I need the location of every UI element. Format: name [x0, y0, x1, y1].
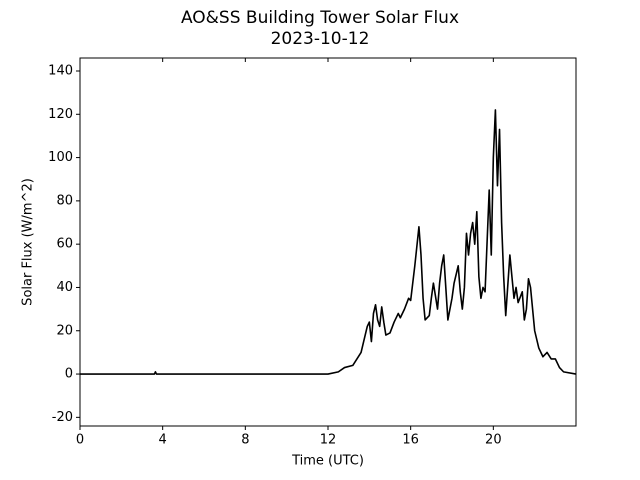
x-axis-label: Time (UTC) [291, 454, 364, 469]
y-tick-label: 40 [56, 280, 73, 295]
y-tick-label: 20 [56, 323, 73, 338]
y-tick-label: 0 [65, 367, 73, 382]
chart-title: AO&SS Building Tower Solar Flux [181, 8, 459, 28]
y-tick-label: 120 [48, 107, 73, 122]
x-tick-label: 0 [76, 433, 84, 448]
data-line [80, 109, 577, 375]
x-tick-label: 8 [241, 433, 249, 448]
plot-frame [79, 57, 577, 427]
y-tick-label: 140 [48, 63, 73, 78]
x-tick-label: 4 [159, 433, 167, 448]
y-axis-label: Solar Flux (W/m^2) [21, 178, 36, 306]
x-tick-label: 12 [320, 433, 337, 448]
y-tick-label: 60 [56, 237, 73, 252]
chart-subtitle: 2023-10-12 [271, 29, 370, 49]
y-tick-label: -20 [52, 410, 73, 425]
x-tick-label: 16 [402, 433, 419, 448]
y-tick-label: 80 [56, 193, 73, 208]
y-tick-label: 100 [48, 150, 73, 165]
x-tick-label: 20 [485, 433, 502, 448]
